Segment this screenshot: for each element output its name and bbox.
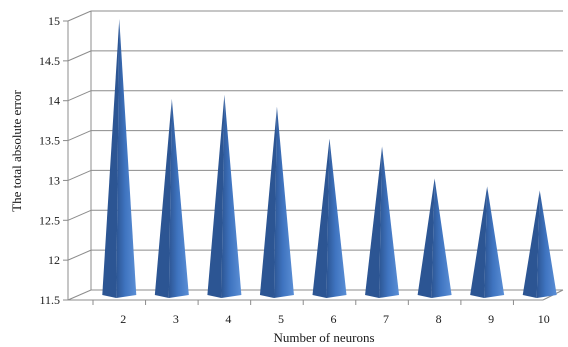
cone-face-left <box>259 106 277 298</box>
cone-bar <box>365 146 400 298</box>
cone-bar <box>259 106 294 298</box>
y-axis-title: The total absolute error <box>9 90 24 212</box>
cone-face-right <box>536 190 557 298</box>
cone-face-left <box>154 98 172 298</box>
cone-face-right <box>326 138 347 298</box>
cone-face-right <box>116 19 137 298</box>
gridline-wall-segment <box>67 289 92 301</box>
cone-bar <box>417 178 452 298</box>
gridline-wall-segment <box>67 10 92 22</box>
y-tick-label: 12.5 <box>39 213 60 227</box>
y-tick-label: 13.5 <box>39 134 60 148</box>
cone-face-left <box>470 186 488 298</box>
cone-face-left <box>417 178 435 298</box>
cone-bar <box>102 19 137 298</box>
x-tick-label: 9 <box>488 312 494 326</box>
cone-bar <box>470 186 505 298</box>
y-tick-label: 11.5 <box>39 293 60 307</box>
cone-face-right <box>379 146 400 298</box>
cones <box>102 19 557 298</box>
cone-face-left <box>312 138 330 298</box>
cone-face-left <box>365 146 383 298</box>
x-tick-label: 2 <box>120 312 126 326</box>
x-axis-title: Number of neurons <box>273 330 374 345</box>
gridline-wall-segment <box>67 50 92 62</box>
cone-face-left <box>522 190 540 298</box>
y-tick-label: 15 <box>48 14 60 28</box>
gridline-wall-segment <box>67 130 92 142</box>
cone-bar <box>207 94 242 298</box>
x-tick-label: 8 <box>436 312 442 326</box>
y-tick-label: 14 <box>48 94 60 108</box>
cone-face-left <box>102 19 120 298</box>
cone-face-left <box>207 94 225 298</box>
cone-bar <box>522 190 557 298</box>
y-tick-labels: 11.5 12 12.5 13 13.5 14 14.5 15 <box>39 14 60 307</box>
y-tick-label: 14.5 <box>39 54 60 68</box>
gridline-wall-segment <box>67 249 92 261</box>
x-tick-label: 10 <box>538 312 550 326</box>
gridline-wall-segment <box>67 169 92 181</box>
cone-face-right <box>273 106 294 298</box>
cone-bar <box>312 138 347 298</box>
cone-bar <box>154 98 189 298</box>
x-tick-labels: 2 3 4 5 6 7 8 9 10 <box>120 312 549 326</box>
x-tick-label: 5 <box>278 312 284 326</box>
y-tick-label: 12 <box>48 253 60 267</box>
x-tick-label: 3 <box>173 312 179 326</box>
cone-face-right <box>431 178 452 298</box>
cone-face-right <box>484 186 505 298</box>
y-tick-label: 13 <box>48 173 60 187</box>
cone-face-right <box>221 94 242 298</box>
gridline-wall-segment <box>67 209 92 221</box>
x-tick-label: 7 <box>383 312 389 326</box>
cone-face-right <box>168 98 189 298</box>
gridline-wall-segment <box>67 90 92 102</box>
x-tick-label: 4 <box>225 312 231 326</box>
x-tick-label: 6 <box>331 312 337 326</box>
